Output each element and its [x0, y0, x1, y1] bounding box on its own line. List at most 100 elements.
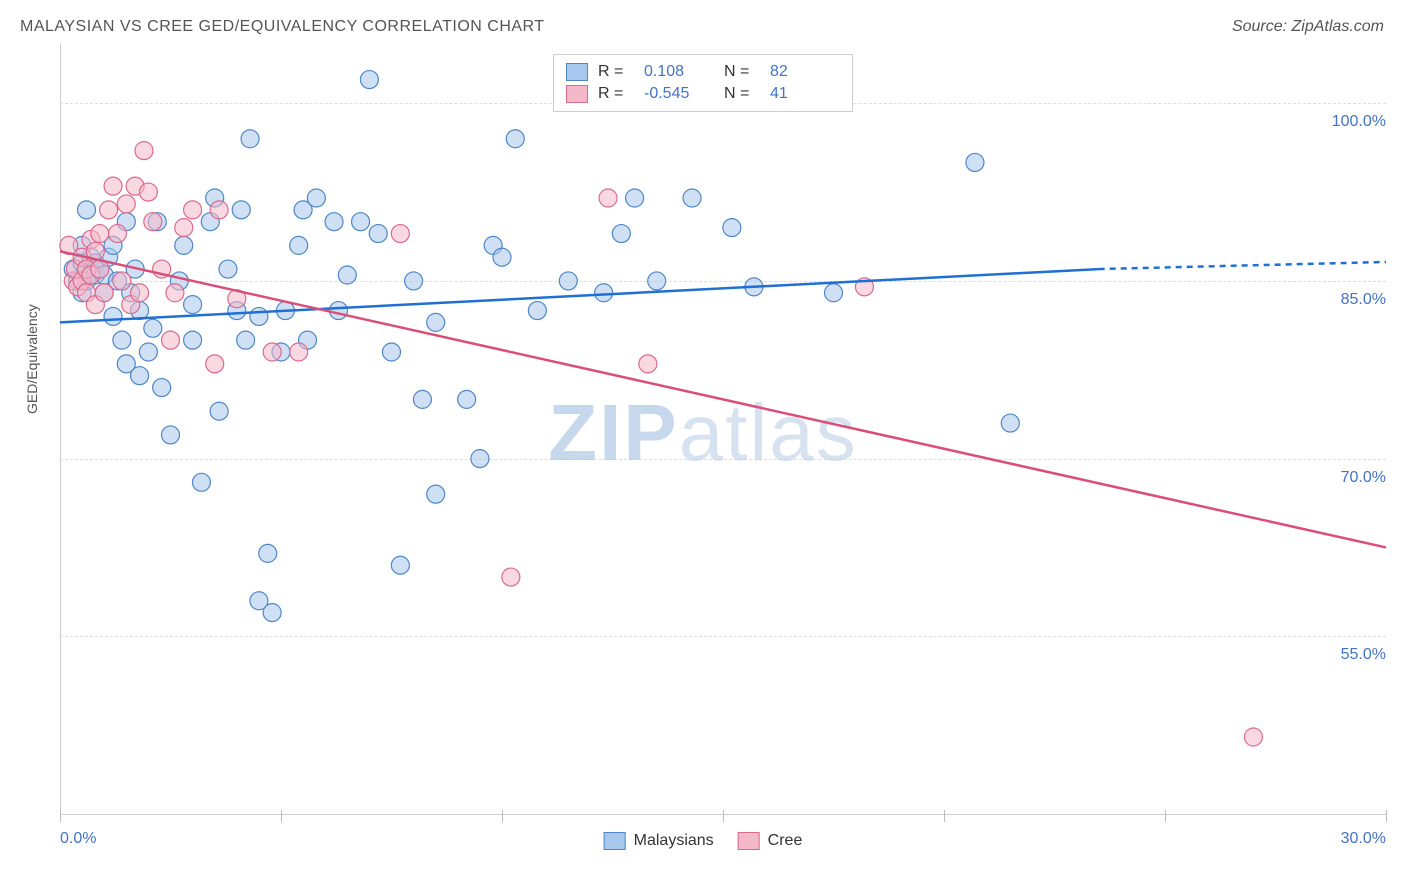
scatter-point-cree [91, 225, 109, 243]
trendline-cree [60, 251, 1386, 547]
swatch-cree [566, 85, 588, 103]
scatter-point-malaysians [113, 331, 131, 349]
scatter-point-cree [100, 201, 118, 219]
scatter-point-malaysians [966, 153, 984, 171]
x-tick-label: 0.0% [60, 830, 96, 848]
legend-item-cree: Cree [738, 832, 803, 850]
scatter-point-malaysians [595, 284, 613, 302]
legend-series: Malaysians Cree [604, 832, 803, 850]
scatter-point-malaysians [325, 213, 343, 231]
scatter-point-malaysians [458, 390, 476, 408]
scatter-point-cree [104, 177, 122, 195]
scatter-point-malaysians [329, 302, 347, 320]
scatter-point-malaysians [413, 390, 431, 408]
scatter-point-malaysians [825, 284, 843, 302]
scatter-point-cree [206, 355, 224, 373]
scatter-point-malaysians [104, 307, 122, 325]
scatter-point-cree [162, 331, 180, 349]
scatter-point-cree [1244, 728, 1262, 746]
scatter-point-malaysians [427, 485, 445, 503]
scatter-point-malaysians [683, 189, 701, 207]
scatter-point-malaysians [493, 248, 511, 266]
scatter-point-malaysians [139, 343, 157, 361]
scatter-point-malaysians [307, 189, 325, 207]
scatter-plot-svg [60, 44, 1386, 814]
scatter-point-malaysians [626, 189, 644, 207]
scatter-point-malaysians [648, 272, 666, 290]
swatch-malaysians [566, 63, 588, 81]
scatter-point-cree [108, 225, 126, 243]
scatter-point-cree [184, 201, 202, 219]
legend-label-cree: Cree [768, 832, 803, 850]
scatter-point-malaysians [263, 604, 281, 622]
legend-r-value-malaysians: 0.108 [644, 63, 714, 81]
scatter-point-cree [502, 568, 520, 586]
legend-n-value-malaysians: 82 [770, 63, 840, 81]
y-axis-label: GED/Equivalency [24, 304, 40, 414]
scatter-point-malaysians [360, 71, 378, 89]
scatter-point-malaysians [219, 260, 237, 278]
scatter-point-cree [95, 284, 113, 302]
legend-stats-row-malaysians: R = 0.108 N = 82 [566, 61, 840, 83]
scatter-point-cree [166, 284, 184, 302]
scatter-point-malaysians [144, 319, 162, 337]
legend-stats: R = 0.108 N = 82 R = -0.545 N = 41 [553, 54, 853, 112]
scatter-point-cree [135, 142, 153, 160]
scatter-point-malaysians [250, 307, 268, 325]
scatter-point-cree [113, 272, 131, 290]
scatter-point-malaysians [338, 266, 356, 284]
scatter-point-malaysians [383, 343, 401, 361]
legend-n-label: N = [724, 63, 760, 81]
scatter-point-cree [639, 355, 657, 373]
scatter-point-malaysians [131, 367, 149, 385]
scatter-point-cree [117, 195, 135, 213]
scatter-point-cree [263, 343, 281, 361]
x-tick [1386, 810, 1387, 822]
scatter-point-malaysians [210, 402, 228, 420]
swatch-cree [738, 832, 760, 850]
scatter-point-malaysians [506, 130, 524, 148]
scatter-point-malaysians [184, 296, 202, 314]
scatter-point-malaysians [471, 450, 489, 468]
scatter-point-malaysians [232, 201, 250, 219]
scatter-point-malaysians [528, 302, 546, 320]
scatter-point-cree [290, 343, 308, 361]
legend-item-malaysians: Malaysians [604, 832, 714, 850]
scatter-point-malaysians [259, 544, 277, 562]
legend-label-malaysians: Malaysians [634, 832, 714, 850]
legend-r-value-cree: -0.545 [644, 85, 714, 103]
trendline-malaysians [60, 269, 1099, 322]
scatter-point-malaysians [153, 379, 171, 397]
legend-r-label: R = [598, 63, 634, 81]
scatter-point-malaysians [241, 130, 259, 148]
scatter-point-malaysians [352, 213, 370, 231]
scatter-point-malaysians [1001, 414, 1019, 432]
trendline-malaysians-extrapolated [1099, 262, 1386, 269]
scatter-point-malaysians [405, 272, 423, 290]
scatter-point-malaysians [290, 236, 308, 254]
source-label: Source: ZipAtlas.com [1232, 18, 1384, 36]
scatter-point-malaysians [162, 426, 180, 444]
scatter-point-malaysians [612, 225, 630, 243]
legend-r-label: R = [598, 85, 634, 103]
scatter-point-malaysians [723, 219, 741, 237]
scatter-point-cree [210, 201, 228, 219]
x-tick-label: 30.0% [1341, 830, 1386, 848]
chart-area: GED/Equivalency 100.0%85.0%70.0%55.0% 0.… [20, 44, 1386, 854]
scatter-point-malaysians [391, 556, 409, 574]
scatter-point-malaysians [184, 331, 202, 349]
scatter-point-malaysians [78, 201, 96, 219]
scatter-point-cree [144, 213, 162, 231]
chart-title: MALAYSIAN VS CREE GED/EQUIVALENCY CORREL… [20, 18, 545, 36]
scatter-point-malaysians [192, 473, 210, 491]
scatter-point-malaysians [237, 331, 255, 349]
scatter-point-malaysians [175, 236, 193, 254]
legend-n-label: N = [724, 85, 760, 103]
scatter-point-malaysians [369, 225, 387, 243]
legend-stats-row-cree: R = -0.545 N = 41 [566, 83, 840, 105]
scatter-point-cree [131, 284, 149, 302]
chart-container: MALAYSIAN VS CREE GED/EQUIVALENCY CORREL… [0, 0, 1406, 892]
scatter-point-cree [139, 183, 157, 201]
scatter-point-malaysians [427, 313, 445, 331]
scatter-point-cree [175, 219, 193, 237]
